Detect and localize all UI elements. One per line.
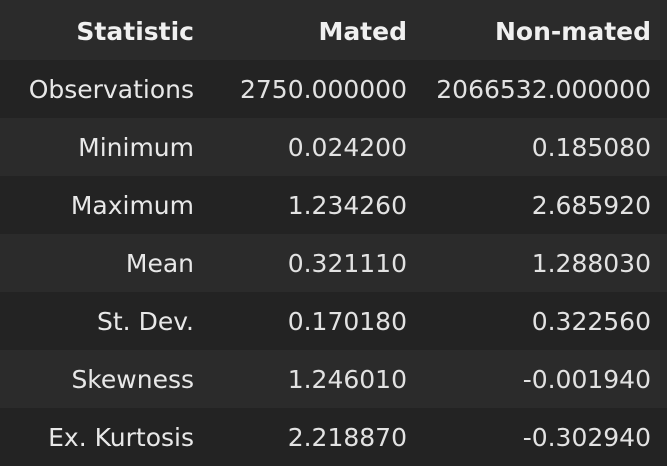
table-row: Mean 0.321110 1.288030 [0, 234, 667, 292]
table-row: Skewness 1.246010 -0.001940 [0, 350, 667, 408]
row-label: Mean [125, 248, 194, 278]
mated-value: 1.246010 [287, 364, 407, 394]
mated-value: 2750.000000 [239, 74, 407, 104]
table-row: Observations 2750.000000 2066532.000000 [0, 60, 667, 118]
table-row: Ex. Kurtosis 2.218870 -0.302940 [0, 408, 667, 466]
row-label: St. Dev. [97, 306, 194, 336]
header-non-mated: Non-mated [495, 17, 651, 46]
non-mated-value: -0.001940 [522, 364, 651, 394]
mated-value: 0.170180 [287, 306, 407, 336]
table-header: Statistic Mated Non-mated [0, 0, 667, 60]
mated-value: 2.218870 [287, 422, 407, 452]
mated-value: 0.321110 [287, 248, 407, 278]
row-label: Ex. Kurtosis [48, 422, 194, 452]
non-mated-value: 2066532.000000 [436, 74, 651, 104]
non-mated-value: -0.302940 [522, 422, 651, 452]
row-label: Maximum [70, 190, 194, 220]
table-row: Minimum 0.024200 0.185080 [0, 118, 667, 176]
table-body: Observations 2750.000000 2066532.000000 … [0, 60, 667, 466]
row-label: Observations [28, 74, 194, 104]
mated-value: 1.234260 [287, 190, 407, 220]
header-mated: Mated [318, 17, 407, 46]
row-label: Skewness [71, 364, 194, 394]
non-mated-value: 1.288030 [531, 248, 651, 278]
header-row: Statistic Mated Non-mated [0, 0, 667, 60]
row-label: Minimum [78, 132, 194, 162]
table-row: Maximum 1.234260 2.685920 [0, 176, 667, 234]
non-mated-value: 2.685920 [531, 190, 651, 220]
mated-value: 0.024200 [287, 132, 407, 162]
table-row: St. Dev. 0.170180 0.322560 [0, 292, 667, 350]
header-statistic: Statistic [76, 17, 194, 46]
non-mated-value: 0.185080 [531, 132, 651, 162]
non-mated-value: 0.322560 [531, 306, 651, 336]
